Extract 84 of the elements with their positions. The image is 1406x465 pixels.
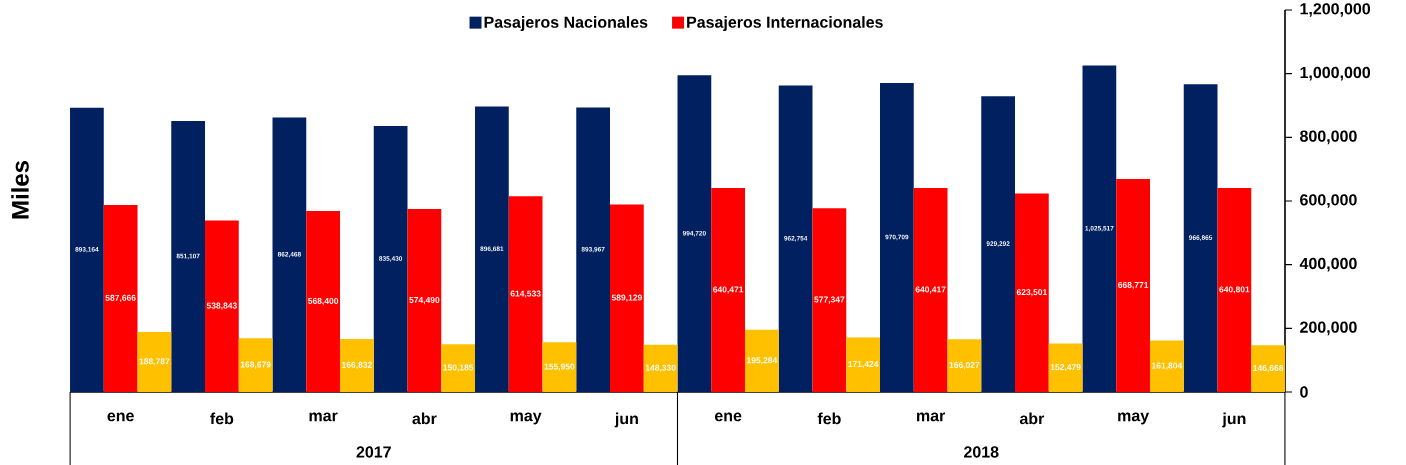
data-label: 188,787 xyxy=(139,358,170,366)
bar xyxy=(306,211,341,392)
bar xyxy=(778,85,813,392)
data-label: 538,843 xyxy=(206,302,237,310)
legend-label: Pasajeros Internacionales xyxy=(687,16,883,32)
data-label: 161,804 xyxy=(1152,362,1183,370)
y-tick-label: 200,000 xyxy=(1300,321,1357,336)
bar xyxy=(475,106,509,392)
data-label: 166,027 xyxy=(949,361,980,370)
bar xyxy=(1217,188,1252,392)
bar xyxy=(1150,340,1184,392)
data-label: 614,533 xyxy=(510,290,541,298)
bar xyxy=(677,75,712,392)
x-tick-label: mar xyxy=(309,412,338,422)
data-label: 577,347 xyxy=(814,296,845,304)
x-tick-label: ene xyxy=(107,412,134,422)
data-label: 640,471 xyxy=(713,286,744,294)
bar xyxy=(103,204,138,392)
bar xyxy=(373,126,408,392)
legend-label: Pasajeros Nacionales xyxy=(484,16,648,32)
text: 2018 xyxy=(964,446,999,458)
y-tick-label: 800,000 xyxy=(1300,130,1357,145)
x-tick-label: jun xyxy=(1222,412,1246,428)
y-tick-label: 1,200,000 xyxy=(1300,3,1371,17)
bar xyxy=(981,96,1015,392)
x-tick-label: abr xyxy=(412,412,437,425)
x-tick-label: jun xyxy=(614,412,638,428)
bar xyxy=(1048,343,1083,392)
data-label: 640,417 xyxy=(915,286,946,294)
data-label: 568,400 xyxy=(308,297,339,306)
bar xyxy=(205,220,239,392)
bar xyxy=(238,338,273,392)
data-label: 195,284 xyxy=(747,357,778,365)
bar xyxy=(1251,345,1285,392)
data-label: 150,185 xyxy=(443,364,474,372)
bar xyxy=(508,196,543,392)
bar xyxy=(745,329,779,392)
x-tick-label: may xyxy=(1118,412,1150,425)
y-axis-title: Miles xyxy=(11,160,29,219)
bar xyxy=(137,331,172,392)
bar xyxy=(407,209,442,392)
data-label: 574,490 xyxy=(409,296,440,305)
data-label: 623,501 xyxy=(1016,289,1047,297)
bar xyxy=(711,188,745,392)
bar xyxy=(610,204,644,392)
bar xyxy=(1015,193,1049,392)
bar xyxy=(340,338,374,392)
x-tick-label: feb xyxy=(210,412,234,425)
data-label: 155,950 xyxy=(544,363,575,371)
x-tick-label: feb xyxy=(817,412,841,425)
bar xyxy=(812,208,847,392)
data-label: 152,479 xyxy=(1050,364,1081,372)
y-tick-label: 1,000,000 xyxy=(1300,66,1371,81)
y-tick-label: 400,000 xyxy=(1299,257,1357,272)
bar xyxy=(171,121,206,392)
bar xyxy=(1082,65,1117,392)
x-tick-label: ene xyxy=(714,412,742,422)
x-tick-label: abr xyxy=(1019,412,1045,425)
bar xyxy=(70,107,104,392)
data-label: 587,666 xyxy=(105,294,136,303)
bar xyxy=(576,107,611,392)
bar xyxy=(542,342,577,392)
data-label: 146,668 xyxy=(1253,365,1284,373)
y-tick-label: 0 xyxy=(1300,386,1308,398)
bar xyxy=(272,117,307,392)
y-tick-label: 600,000 xyxy=(1300,194,1357,208)
data-label: 168,679 xyxy=(240,361,271,369)
data-label: 166,832 xyxy=(342,361,372,370)
bar xyxy=(947,339,982,392)
data-label: 171,424 xyxy=(848,361,879,369)
bar xyxy=(1183,84,1218,392)
bar xyxy=(846,337,880,392)
data-label: 668,771 xyxy=(1118,281,1149,290)
bar xyxy=(880,82,914,392)
data-label: 640,801 xyxy=(1219,286,1250,294)
data-label: 589,129 xyxy=(611,294,642,302)
bar xyxy=(1116,179,1150,392)
text: 2017 xyxy=(356,446,391,458)
data-label: 148,330 xyxy=(645,364,676,373)
bar xyxy=(913,188,948,392)
bar xyxy=(441,344,476,392)
x-tick-label: mar xyxy=(917,412,946,422)
bar xyxy=(643,344,678,392)
x-tick-label: may xyxy=(510,412,542,425)
